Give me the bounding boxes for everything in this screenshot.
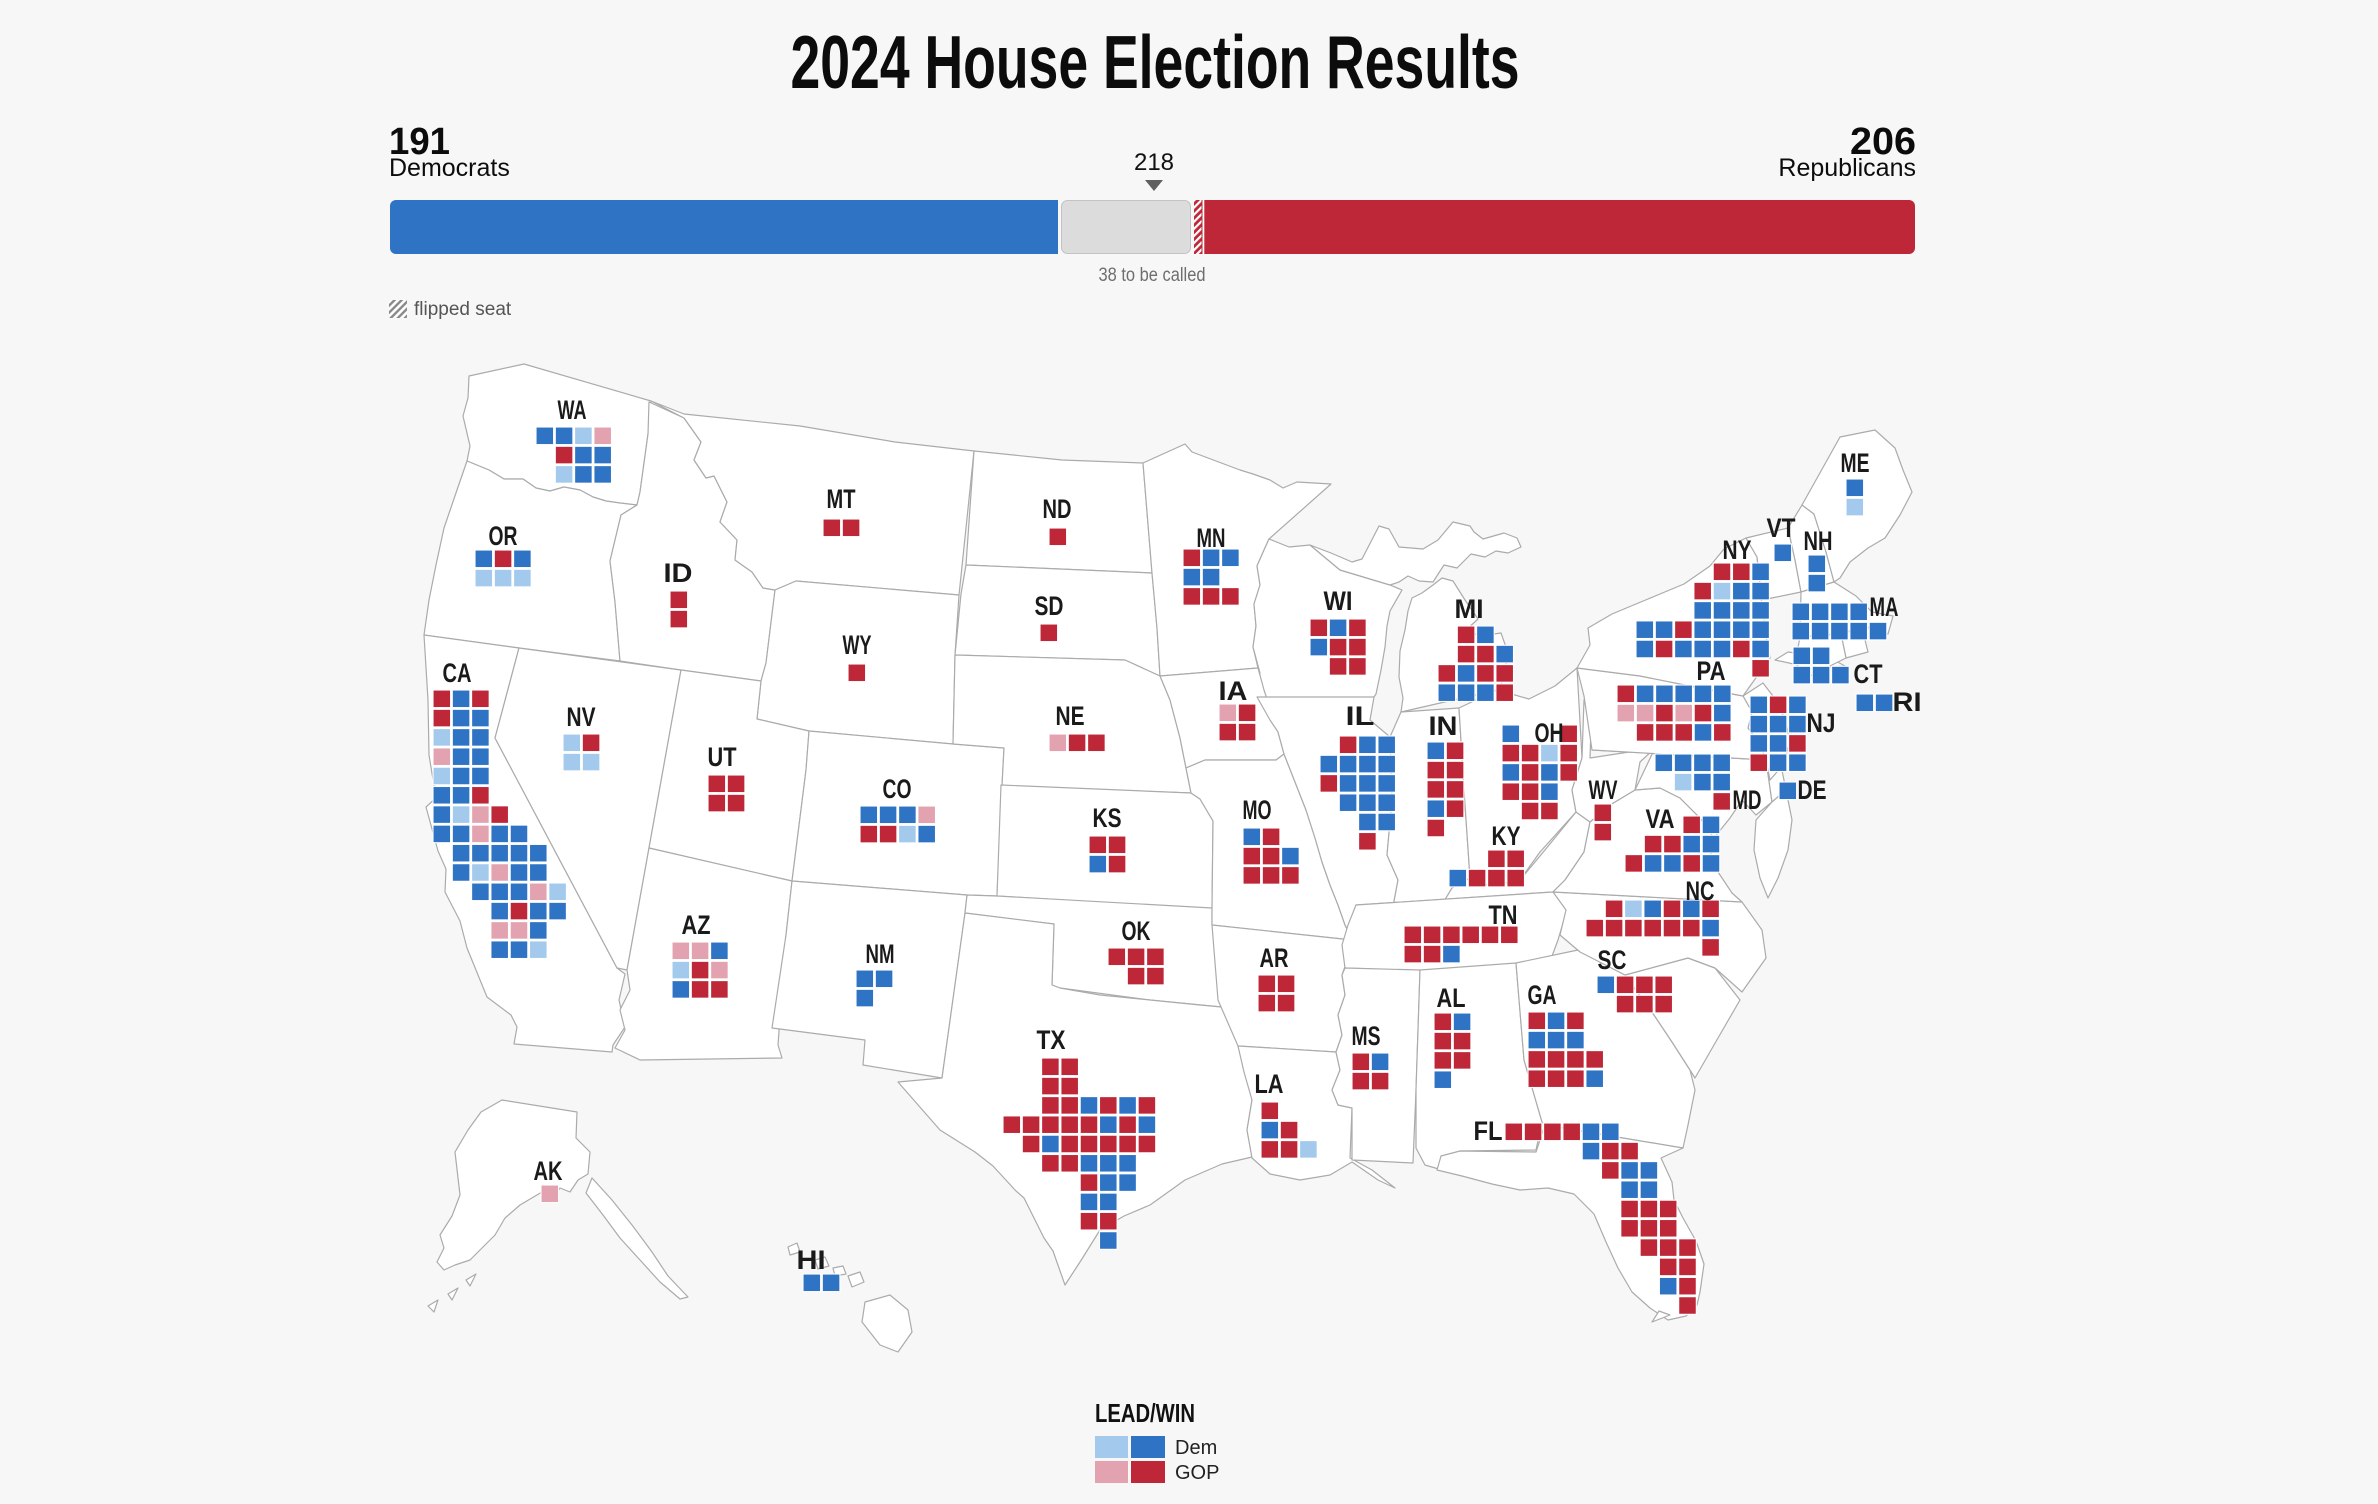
svg-text:TN: TN (1489, 900, 1518, 930)
svg-text:Dem: Dem (1175, 1437, 1217, 1459)
svg-text:FL: FL (1474, 1116, 1503, 1146)
svg-text:MA: MA (1870, 592, 1899, 622)
svg-text:UT: UT (708, 742, 737, 772)
svg-text:OR: OR (489, 521, 518, 551)
svg-text:MN: MN (1197, 523, 1226, 553)
svg-text:WY: WY (843, 630, 872, 660)
svg-text:ND: ND (1043, 494, 1072, 524)
svg-text:AK: AK (534, 1156, 563, 1186)
svg-text:NJ: NJ (1807, 708, 1836, 738)
svg-text:191: 191 (389, 121, 450, 163)
svg-text:SC: SC (1598, 945, 1627, 975)
svg-text:OK: OK (1122, 916, 1151, 946)
svg-text:2024 House Election Results: 2024 House Election Results (791, 20, 1520, 104)
svg-text:VA: VA (1646, 804, 1675, 834)
svg-text:Republicans: Republicans (1778, 154, 1916, 182)
svg-text:ME: ME (1841, 448, 1870, 478)
svg-text:AR: AR (1260, 943, 1289, 973)
svg-text:NH: NH (1804, 526, 1833, 556)
svg-text:SD: SD (1035, 591, 1064, 621)
svg-text:CO: CO (883, 774, 912, 804)
svg-text:PA: PA (1697, 656, 1726, 686)
svg-text:AZ: AZ (682, 910, 711, 940)
svg-text:IA: IA (1219, 676, 1248, 706)
svg-text:NV: NV (567, 702, 596, 732)
svg-text:IL: IL (1346, 701, 1375, 731)
svg-text:LA: LA (1255, 1069, 1284, 1099)
svg-text:AL: AL (1437, 983, 1466, 1013)
svg-text:TX: TX (1037, 1025, 1066, 1055)
svg-text:WV: WV (1589, 775, 1618, 805)
svg-text:CA: CA (443, 658, 472, 688)
svg-text:WA: WA (558, 395, 587, 425)
svg-text:ID: ID (664, 558, 693, 588)
svg-text:OH: OH (1535, 718, 1564, 748)
svg-text:Democrats: Democrats (389, 154, 510, 182)
svg-text:GA: GA (1528, 980, 1557, 1010)
svg-text:MS: MS (1352, 1021, 1381, 1051)
svg-text:38 to be called: 38 to be called (1099, 265, 1206, 286)
svg-text:CT: CT (1854, 659, 1883, 689)
svg-text:KY: KY (1492, 821, 1521, 851)
svg-text:MD: MD (1733, 785, 1762, 815)
svg-text:VT: VT (1767, 513, 1796, 543)
svg-text:NC: NC (1686, 876, 1715, 906)
svg-text:206: 206 (1850, 121, 1916, 163)
svg-text:LEAD/WIN: LEAD/WIN (1095, 1398, 1195, 1428)
svg-text:NE: NE (1056, 701, 1085, 731)
svg-text:NM: NM (866, 939, 895, 969)
svg-text:KS: KS (1093, 803, 1122, 833)
svg-text:DE: DE (1798, 775, 1827, 805)
svg-text:IN: IN (1429, 711, 1458, 741)
svg-text:WI: WI (1324, 586, 1353, 616)
svg-text:MO: MO (1243, 795, 1272, 825)
svg-text:HI: HI (797, 1245, 826, 1275)
svg-text:218: 218 (1134, 149, 1174, 176)
svg-text:RI: RI (1893, 687, 1922, 717)
svg-text:NY: NY (1723, 535, 1752, 565)
svg-text:flipped seat: flipped seat (414, 299, 512, 320)
svg-text:MI: MI (1455, 594, 1484, 624)
svg-text:MT: MT (827, 484, 856, 514)
svg-text:GOP: GOP (1175, 1462, 1219, 1484)
